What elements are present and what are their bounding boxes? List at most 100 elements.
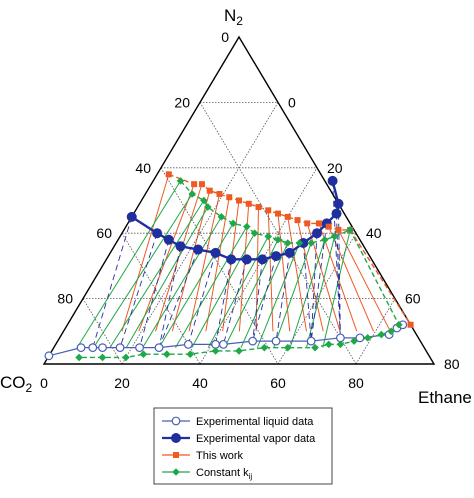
vapor-data-point <box>284 247 295 258</box>
kij-point <box>217 213 226 221</box>
tie-line-this-work <box>205 197 230 332</box>
right-tick-label: 40 <box>366 225 382 241</box>
liquid-data-point <box>154 343 164 353</box>
grid-line-e40 <box>199 167 318 365</box>
bottom-tick-label: 40 <box>192 375 208 391</box>
corner-labels: N2 CO2 Ethane <box>0 6 472 407</box>
kij-point <box>211 347 220 355</box>
this-work-point <box>198 181 205 188</box>
vapor-data-point <box>271 251 282 262</box>
kij-point <box>250 229 259 237</box>
tie-line-this-work <box>277 213 291 332</box>
kij-point <box>377 330 386 339</box>
tie-line-experimental <box>139 239 170 348</box>
this-work-point <box>245 200 252 207</box>
vapor-data-point <box>193 244 204 255</box>
kij-point <box>324 340 333 349</box>
corner-label-ethane: Ethane <box>418 388 472 407</box>
tie-line-this-work <box>188 193 220 332</box>
vapor-data-point <box>257 254 268 265</box>
legend-label-kij: Constant kij <box>196 467 252 481</box>
grid-line-c40 <box>160 167 279 365</box>
tie-line-experimental <box>252 259 263 342</box>
kij-point <box>235 347 243 355</box>
tie-line-this-work <box>121 174 170 332</box>
vapor-data-point <box>171 433 181 443</box>
left-tick-label: 20 <box>174 94 190 110</box>
tie-line-kij <box>158 223 234 348</box>
liquid-data-point <box>135 343 144 353</box>
kij-point <box>260 343 269 352</box>
tie-line-kij <box>125 206 209 348</box>
liquid-data-point <box>306 336 316 346</box>
tie-line-kij <box>142 216 222 348</box>
kij-point <box>122 353 130 362</box>
vapor-data-point <box>175 241 186 252</box>
this-work-point <box>191 181 198 188</box>
tie-line-kij <box>109 200 205 348</box>
tie-line-kij <box>256 242 300 348</box>
this-work-point <box>335 226 342 233</box>
this-work-point <box>255 204 262 211</box>
tie-line-kij <box>273 242 312 348</box>
this-work-point <box>265 207 272 214</box>
tie-line-experimental <box>158 249 199 348</box>
legend-label-liquid: Experimental liquid data <box>196 416 314 428</box>
tie-line-kij <box>305 236 336 348</box>
tie-line-experimental <box>222 259 248 345</box>
liquid-data-point <box>183 339 193 349</box>
kij-point <box>336 340 345 349</box>
kij-point <box>330 232 339 241</box>
legend: Experimental liquid data Experimental vap… <box>153 407 333 485</box>
this-work-point <box>226 194 233 201</box>
kij-point <box>311 343 319 352</box>
tie-line-kij <box>322 229 351 348</box>
kij-point <box>186 350 195 358</box>
right-tick-label: 20 <box>327 160 343 176</box>
left-tick-label: 80 <box>57 291 73 307</box>
kij-point <box>139 350 148 358</box>
kij-point <box>283 239 292 247</box>
series-line-vapor <box>131 180 340 261</box>
liquid-data-point <box>336 333 345 343</box>
this-work-point <box>325 223 332 230</box>
bottom-tick-label: 0 <box>40 375 48 391</box>
tie-line-experimental <box>119 233 158 348</box>
vapor-data-point <box>241 254 252 265</box>
tie-line-this-work <box>287 216 307 332</box>
kij-point <box>204 203 212 211</box>
grid-line-e60 <box>277 232 357 365</box>
kij-point <box>387 327 395 336</box>
kij-point <box>200 196 208 205</box>
tie-line-experimental <box>332 180 341 338</box>
this-work-point <box>165 171 172 178</box>
vapor-data-point <box>331 208 342 219</box>
series-line-kij <box>79 180 400 359</box>
tie-line-this-work <box>338 229 391 332</box>
kij-point <box>395 320 403 329</box>
tie-line-experimental <box>158 246 181 348</box>
this-work-point <box>236 197 242 204</box>
this-work-point <box>407 321 414 328</box>
this-work-point <box>206 187 213 194</box>
bottom-tick-label: 20 <box>114 375 130 391</box>
kij-point <box>98 353 107 362</box>
tie-line-kij <box>174 226 248 348</box>
tie-line-kij <box>93 193 193 348</box>
kij-point <box>264 232 273 241</box>
tie-line-experimental <box>215 259 232 345</box>
liquid-data-point <box>44 351 54 361</box>
vapor-data-point <box>327 175 338 186</box>
kij-point <box>307 239 315 247</box>
liquid-data-point <box>88 343 98 353</box>
left-tick-label: 60 <box>96 225 112 241</box>
left-tick-label: 0 <box>221 29 229 45</box>
vapor-data-point <box>152 228 163 239</box>
liquid-data-point <box>218 339 228 349</box>
kij-point <box>188 190 196 198</box>
kij-point <box>346 226 354 234</box>
vapor-data-point <box>312 228 322 239</box>
kij-point <box>295 239 304 247</box>
